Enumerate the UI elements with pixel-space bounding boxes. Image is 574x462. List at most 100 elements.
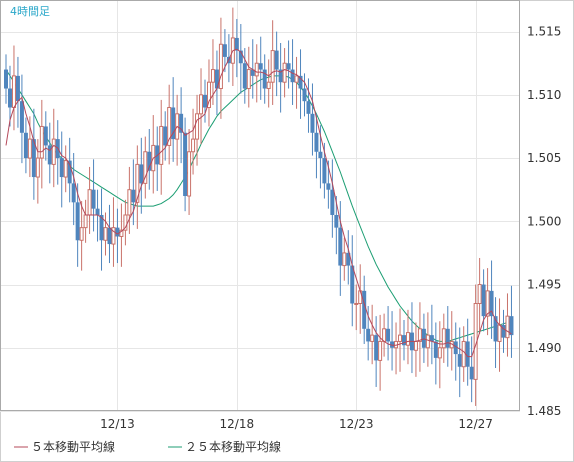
candle-body: [294, 75, 299, 83]
candle-body: [378, 340, 383, 361]
candle: [437, 321, 442, 389]
legend-label: ５本移動平均線: [31, 439, 115, 454]
candle-body: [103, 227, 108, 241]
candle: [250, 39, 255, 99]
candle: [485, 268, 490, 336]
candle: [294, 56, 299, 109]
candle-body: [342, 252, 347, 267]
candle: [99, 188, 104, 271]
candle-body: [417, 328, 422, 342]
candle-body: [95, 208, 100, 215]
candle: [195, 94, 200, 166]
candle-body: [425, 334, 430, 349]
x-axis: 12/13 12/18 12/23 12/27: [100, 417, 493, 431]
candle-body: [187, 151, 192, 197]
candle-body: [63, 160, 68, 178]
y-tick-label-0: 1.485: [527, 404, 561, 418]
candle-body: [402, 335, 406, 346]
candle-body: [47, 145, 52, 165]
y-tick-label-2: 1.495: [527, 278, 561, 292]
grid-lines: [0, 0, 520, 412]
candle: [374, 316, 379, 387]
candle-body: [405, 332, 410, 346]
candle: [63, 145, 68, 193]
candle: [453, 322, 458, 381]
candle: [203, 79, 207, 123]
candle: [302, 73, 307, 117]
candle-body: [489, 290, 494, 317]
candle: [179, 87, 184, 164]
candle: [266, 59, 271, 108]
candle-body: [318, 151, 323, 159]
candle: [429, 304, 434, 365]
candle-body: [87, 189, 92, 216]
y-tick-label-6: 1.515: [527, 25, 561, 39]
candle-body: [59, 158, 64, 178]
candle-body: [31, 139, 36, 178]
candle-body: [274, 50, 279, 70]
candle-body: [346, 252, 351, 266]
candle-body: [413, 340, 418, 351]
y-axis: 1.485 1.490 1.495 1.500 1.505 1.510 1.515: [527, 25, 561, 418]
candle-body: [437, 347, 442, 359]
candle: [111, 197, 116, 267]
chart-title: 4時間足: [10, 5, 50, 18]
candle: [4, 54, 8, 104]
legend-label: ２５本移動平均線: [185, 439, 281, 454]
candle-body: [27, 138, 32, 159]
candle: [47, 122, 52, 184]
candle-body: [242, 63, 247, 89]
candle: [75, 183, 80, 267]
candle-body: [23, 132, 28, 159]
candle-body: [167, 106, 172, 146]
x-tick-label-1: 12/18: [220, 417, 255, 431]
candle-body: [338, 227, 343, 266]
legend: ５本移動平均線 ２５本移動平均線: [14, 439, 281, 454]
candle-body: [453, 341, 458, 355]
candle: [278, 42, 283, 113]
x-tick-label-3: 12/27: [458, 417, 493, 431]
candle-body: [147, 151, 152, 171]
candle: [501, 309, 506, 353]
candle: [342, 237, 347, 281]
candle-body: [246, 69, 251, 90]
y-tick-label-4: 1.505: [527, 151, 561, 165]
candle: [206, 59, 211, 127]
candle: [405, 309, 410, 365]
candle: [258, 36, 263, 100]
candle-body: [179, 113, 184, 133]
candle-body: [362, 290, 367, 329]
candle-body: [254, 62, 259, 77]
candle: [39, 99, 44, 189]
candle: [505, 293, 510, 357]
candle-body: [222, 44, 227, 57]
candle-body: [111, 227, 116, 245]
candle: [143, 136, 148, 199]
candle-body: [191, 138, 196, 153]
candle-body: [199, 94, 204, 115]
candle-body: [445, 328, 450, 348]
candle-body: [171, 107, 176, 140]
candle: [457, 327, 462, 398]
candle: [23, 117, 28, 174]
y-tick-label-5: 1.510: [527, 88, 561, 102]
candle-body: [366, 328, 371, 342]
candle: [218, 17, 223, 119]
candle: [242, 48, 247, 104]
candle: [469, 336, 474, 403]
candle-body: [398, 334, 403, 342]
candle: [421, 313, 426, 363]
candle-body: [485, 290, 490, 317]
candle-body: [39, 125, 44, 159]
y-tick-label-1: 1.490: [527, 341, 561, 355]
candle-body: [67, 160, 72, 184]
candle: [159, 99, 164, 195]
candle-body: [4, 69, 8, 89]
plot-area-border: [0, 0, 520, 411]
candle-body: [19, 101, 24, 133]
candle-body: [282, 62, 287, 83]
candle: [362, 275, 367, 344]
candle-body: [183, 132, 188, 197]
candle-body: [91, 189, 96, 209]
